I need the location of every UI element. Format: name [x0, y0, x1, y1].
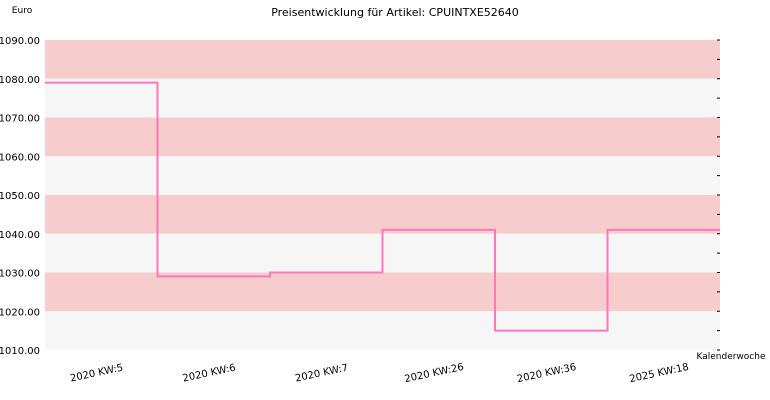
- y-tick-label: 1040.00: [0, 230, 40, 241]
- x-tick-label: 2020 KW:7: [294, 363, 349, 385]
- x-tick-label: 2020 KW:5: [69, 363, 124, 385]
- right-tick-marks: [717, 39, 720, 351]
- x-axis-label: Kalenderwoche: [696, 352, 765, 362]
- y-tick-label: 1020.00: [0, 307, 40, 318]
- x-tick-label: 2020 KW:36: [516, 362, 577, 385]
- grid-band: [45, 156, 720, 195]
- x-tick-label: 2020 KW:6: [182, 363, 237, 385]
- y-tick-label: 1070.00: [0, 114, 40, 125]
- grid-band: [45, 272, 720, 312]
- background-bands: [45, 40, 720, 350]
- y-tick-label: 1080.00: [0, 75, 40, 86]
- y-tick-label: 1090.00: [0, 36, 40, 47]
- y-tick-label: 1030.00: [0, 269, 40, 280]
- grid-band: [45, 311, 720, 350]
- x-tick-label: 2025 KW:18: [629, 362, 690, 385]
- series-group: [45, 81, 720, 332]
- y-tick-label: 1060.00: [0, 152, 40, 163]
- chart-title: Preisentwicklung für Artikel: CPUINTXE52…: [271, 6, 519, 19]
- y-tick-labels: 1010.00 1020.00 1030.00 1040.00 1050.00 1060.…: [0, 36, 40, 357]
- price-step-line: [45, 81, 720, 332]
- x-tick-labels: 2020 KW:5 2020 KW:6 2020 KW:7 2020 KW:26 202…: [69, 362, 690, 385]
- grid-band: [45, 40, 720, 79]
- grid-band: [45, 78, 720, 118]
- y-tick-label: 1010.00: [0, 346, 40, 357]
- grid-band: [45, 117, 720, 157]
- y-axis-label: Euro: [12, 6, 33, 16]
- grid-band: [45, 195, 720, 234]
- x-tick-label: 2020 KW:26: [404, 362, 465, 385]
- y-tick-label: 1050.00: [0, 191, 40, 202]
